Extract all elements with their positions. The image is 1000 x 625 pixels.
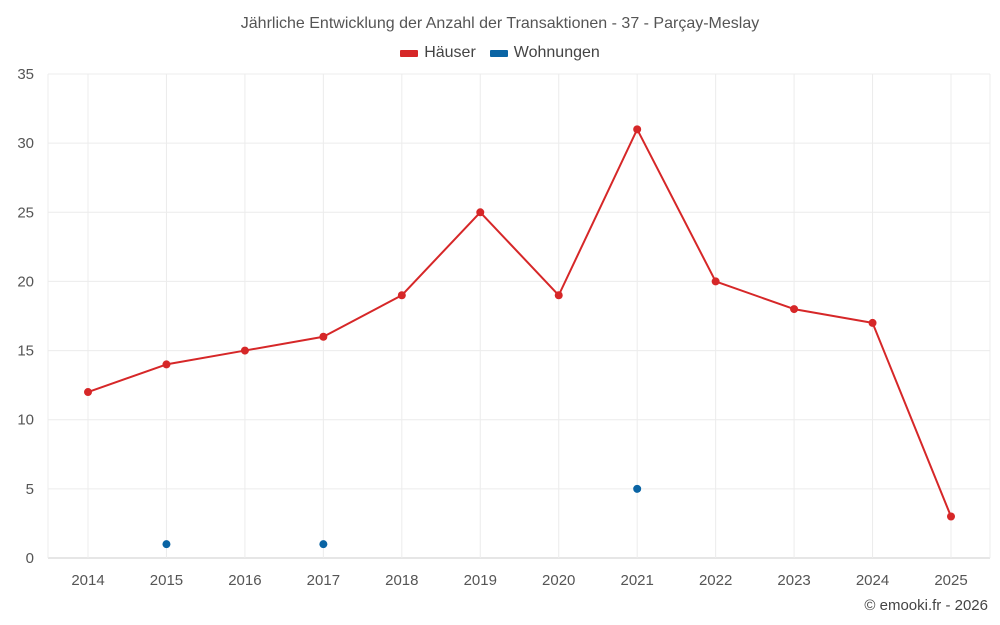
x-tick-label: 2023 — [777, 572, 810, 589]
x-tick-label: 2024 — [856, 572, 889, 589]
data-point-haeuser — [554, 291, 563, 300]
data-point-haeuser — [868, 318, 877, 327]
data-point-haeuser — [790, 305, 799, 314]
y-tick-label: 5 — [26, 481, 34, 498]
x-tick-label: 2019 — [464, 572, 497, 589]
series-line-haeuser — [87, 128, 952, 517]
legend: Häuser Wohnungen — [0, 44, 1000, 62]
data-point-haeuser — [711, 277, 720, 286]
y-tick-label: 20 — [17, 273, 34, 290]
credit-text: © emooki.fr - 2026 — [864, 597, 988, 614]
legend-item-haeuser[interactable]: Häuser — [400, 44, 476, 62]
x-tick-label: 2015 — [150, 572, 183, 589]
x-tick-label: 2022 — [699, 572, 732, 589]
legend-swatch-haeuser — [400, 49, 419, 57]
data-point-haeuser — [476, 208, 485, 217]
data-point-wohnungen — [319, 540, 328, 549]
x-tick-label: 2025 — [934, 572, 967, 589]
data-point-haeuser — [162, 360, 171, 369]
data-point-haeuser — [319, 332, 328, 341]
y-tick-label: 0 — [26, 550, 34, 567]
data-point-haeuser — [947, 512, 955, 521]
legend-label-wohnungen: Wohnungen — [513, 44, 600, 61]
data-point-wohnungen — [162, 540, 171, 549]
chart-title: Jährliche Entwicklung der Anzahl der Tra… — [240, 15, 760, 32]
x-tick-label: 2020 — [542, 572, 575, 589]
data-point-haeuser — [397, 291, 406, 300]
x-tick-label: 2016 — [228, 572, 261, 589]
legend-swatch-wohnungen — [489, 49, 508, 57]
y-tick-label: 15 — [17, 343, 34, 360]
data-point-wohnungen — [633, 484, 642, 493]
data-point-haeuser — [84, 388, 92, 397]
data-point-haeuser — [633, 125, 642, 134]
x-tick-label: 2017 — [307, 572, 340, 589]
x-tick-label: 2021 — [620, 572, 653, 589]
legend-label-haeuser: Häuser — [424, 44, 476, 61]
x-tick-label: 2014 — [71, 572, 104, 589]
x-tick-label: 2018 — [385, 572, 418, 589]
legend-item-wohnungen[interactable]: Wohnungen — [489, 44, 600, 62]
y-tick-label: 25 — [17, 204, 34, 221]
data-point-haeuser — [240, 346, 249, 355]
y-tick-label: 30 — [17, 135, 34, 152]
y-tick-label: 10 — [17, 412, 34, 429]
y-tick-label: 35 — [17, 66, 34, 83]
